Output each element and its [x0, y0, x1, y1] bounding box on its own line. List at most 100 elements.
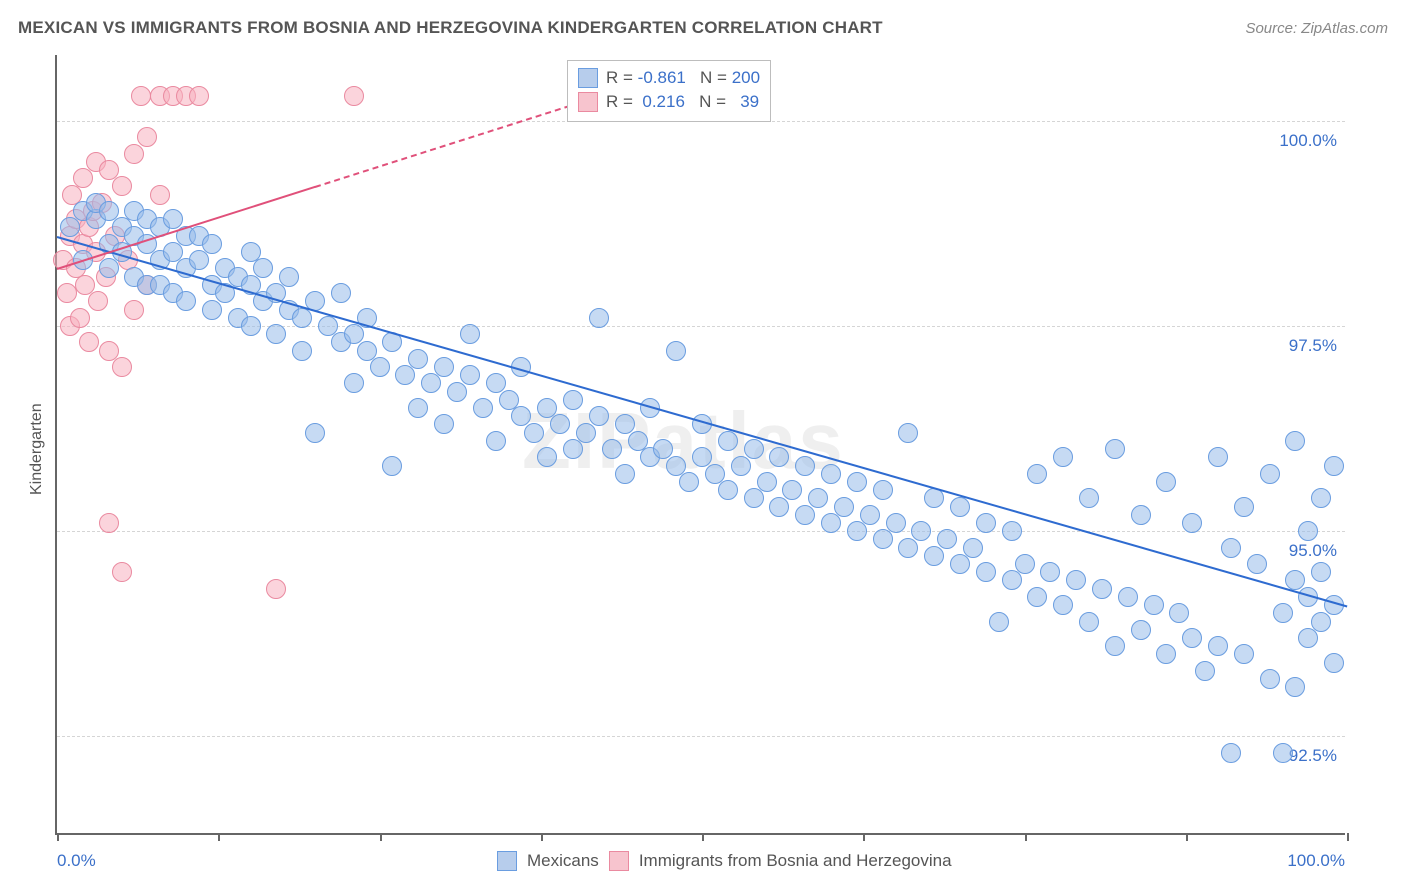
mexican-point — [344, 373, 364, 393]
mexican-point — [834, 497, 854, 517]
mexican-point — [99, 258, 119, 278]
bosnia-point — [73, 168, 93, 188]
mexican-point — [395, 365, 415, 385]
x-tick — [1186, 833, 1188, 841]
mexican-point — [563, 390, 583, 410]
mexican-point — [963, 538, 983, 558]
mexican-point — [924, 546, 944, 566]
mexican-point — [292, 341, 312, 361]
mexican-point — [1208, 636, 1228, 656]
mexican-point — [331, 283, 351, 303]
mexican-point — [898, 423, 918, 443]
mexican-point — [1311, 612, 1331, 632]
bosnia-point — [124, 300, 144, 320]
mexican-point — [950, 497, 970, 517]
x-tick — [702, 833, 704, 841]
series-swatch — [578, 68, 598, 88]
mexican-point — [202, 300, 222, 320]
gridline — [57, 531, 1345, 532]
mexican-point — [1311, 562, 1331, 582]
mexican-point — [795, 505, 815, 525]
mexican-point — [576, 423, 596, 443]
mexican-point — [847, 472, 867, 492]
mexican-point — [744, 488, 764, 508]
mexican-point — [434, 414, 454, 434]
mexican-point — [563, 439, 583, 459]
bosnia-point — [79, 332, 99, 352]
stats-box: R = -0.861 N = 200R = 0.216 N = 39 — [567, 60, 771, 122]
bosnia-point — [189, 86, 209, 106]
bosnia-point — [112, 176, 132, 196]
bosnia-point — [112, 357, 132, 377]
mexican-point — [408, 398, 428, 418]
mexican-point — [370, 357, 390, 377]
mexican-point — [1311, 488, 1331, 508]
chart-header: MEXICAN VS IMMIGRANTS FROM BOSNIA AND HE… — [18, 18, 1388, 38]
bosnia-point — [99, 513, 119, 533]
mexican-point — [163, 209, 183, 229]
mexican-point — [382, 456, 402, 476]
mexican-point — [1273, 743, 1293, 763]
x-tick — [541, 833, 543, 841]
mexican-point — [911, 521, 931, 541]
mexican-point — [602, 439, 622, 459]
mexican-point — [486, 431, 506, 451]
mexican-point — [1144, 595, 1164, 615]
mexican-point — [937, 529, 957, 549]
mexican-point — [898, 538, 918, 558]
mexican-point — [873, 529, 893, 549]
stats-text: R = 0.216 N = 39 — [606, 90, 759, 114]
mexican-point — [1027, 464, 1047, 484]
legend-swatch — [497, 851, 517, 871]
mexican-point — [886, 513, 906, 533]
mexican-point — [1156, 644, 1176, 664]
mexican-point — [666, 341, 686, 361]
mexican-point — [1079, 612, 1099, 632]
x-tick — [380, 833, 382, 841]
mexican-point — [718, 431, 738, 451]
mexican-point — [589, 406, 609, 426]
mexican-point — [1105, 636, 1125, 656]
mexican-point — [873, 480, 893, 500]
mexican-point — [344, 324, 364, 344]
stats-text: R = -0.861 N = 200 — [606, 66, 760, 90]
mexican-point — [524, 423, 544, 443]
mexican-point — [1040, 562, 1060, 582]
x-tick-label-right: 100.0% — [1287, 851, 1345, 871]
mexican-point — [808, 488, 828, 508]
bosnia-point — [137, 127, 157, 147]
mexican-point — [1015, 554, 1035, 574]
mexican-point — [1247, 554, 1267, 574]
x-tick — [57, 833, 59, 841]
gridline — [57, 736, 1345, 737]
mexican-point — [692, 447, 712, 467]
mexican-point — [1002, 521, 1022, 541]
mexican-point — [1324, 653, 1344, 673]
mexican-point — [357, 341, 377, 361]
bosnia-point — [88, 291, 108, 311]
mexican-point — [421, 373, 441, 393]
mexican-point — [1105, 439, 1125, 459]
mexican-point — [486, 373, 506, 393]
mexican-point — [976, 562, 996, 582]
mexican-point — [1234, 497, 1254, 517]
mexican-point — [795, 456, 815, 476]
y-tick-label: 95.0% — [1289, 541, 1337, 561]
chart-title: MEXICAN VS IMMIGRANTS FROM BOSNIA AND HE… — [18, 18, 883, 38]
legend-label: Immigrants from Bosnia and Herzegovina — [639, 851, 952, 871]
mexican-point — [473, 398, 493, 418]
mexican-point — [1285, 431, 1305, 451]
legend-label: Mexicans — [527, 851, 599, 871]
mexican-point — [460, 324, 480, 344]
mexican-point — [653, 439, 673, 459]
y-tick-label: 100.0% — [1279, 131, 1337, 151]
mexican-point — [1079, 488, 1099, 508]
bosnia-point — [99, 341, 119, 361]
mexican-point — [1066, 570, 1086, 590]
mexican-point — [1156, 472, 1176, 492]
mexican-point — [1324, 456, 1344, 476]
mexican-point — [989, 612, 1009, 632]
mexican-point — [1002, 570, 1022, 590]
scatter-plot-area: ZIPatlas 92.5%95.0%97.5%100.0%0.0%100.0%… — [55, 55, 1345, 835]
mexican-point — [1298, 628, 1318, 648]
